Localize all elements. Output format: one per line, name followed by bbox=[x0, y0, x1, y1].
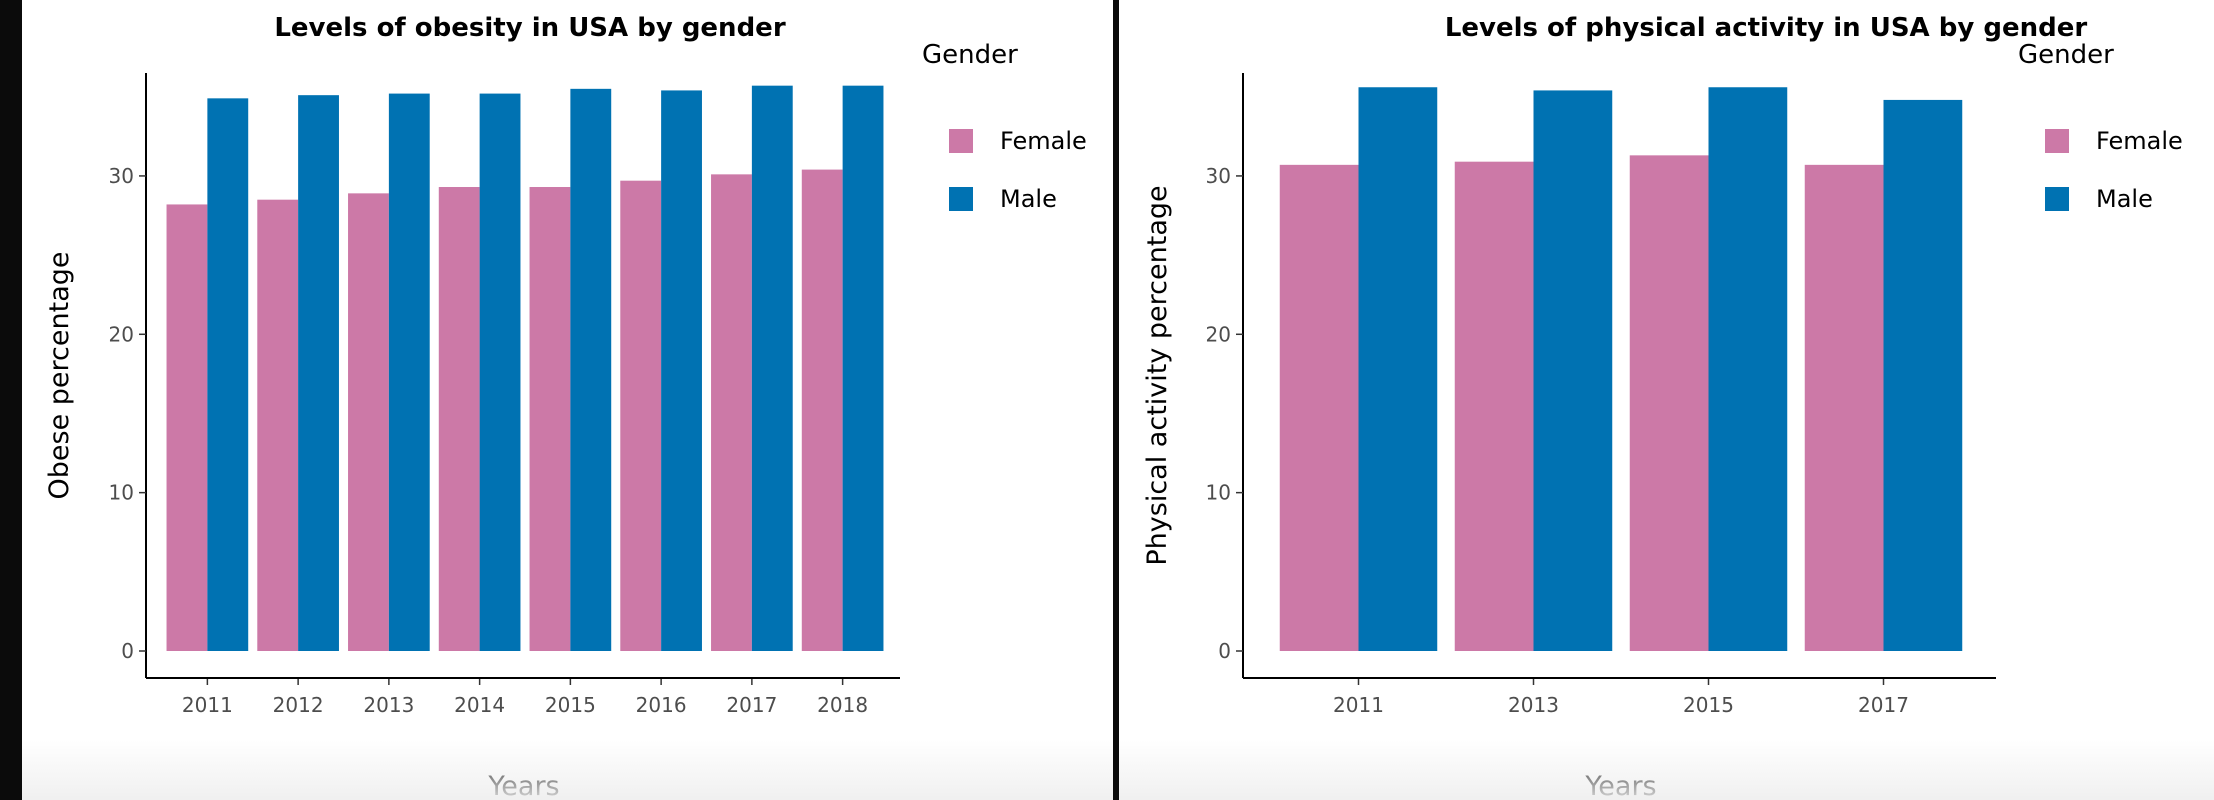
y-tick-label-20: 20 bbox=[1206, 322, 1231, 346]
y-tick-label-0: 0 bbox=[1218, 639, 1231, 663]
bar-male-2016 bbox=[661, 90, 702, 651]
y-tick-label-30: 30 bbox=[109, 164, 134, 188]
x-tick-label-2018: 2018 bbox=[817, 693, 868, 717]
chart-title: Levels of physical activity in USA by ge… bbox=[1445, 13, 2088, 43]
x-tick-label-2013: 2013 bbox=[1508, 693, 1559, 717]
legend-swatch-female bbox=[2045, 129, 2069, 153]
bar-female-2018 bbox=[801, 169, 843, 651]
obesity-chart-panel: Levels of obesity in USA by gender Obese … bbox=[22, 0, 1113, 800]
bar-female-2014 bbox=[438, 187, 480, 652]
activity-chart-panel: Levels of physical activity in USA by ge… bbox=[1119, 0, 2214, 800]
bar-male-2017 bbox=[751, 85, 793, 651]
bar-female-2017 bbox=[1804, 164, 1884, 652]
legend-swatch-male bbox=[949, 187, 973, 211]
bar-male-2012 bbox=[298, 95, 339, 651]
x-axis-label: Years bbox=[487, 771, 559, 800]
x-tick-label-2012: 2012 bbox=[273, 693, 324, 717]
window-left-edge bbox=[0, 0, 22, 800]
x-tick-label-2017: 2017 bbox=[1858, 693, 1909, 717]
y-tick-label-0: 0 bbox=[121, 639, 134, 663]
x-tick-label-2017: 2017 bbox=[726, 693, 777, 717]
bar-male-2014 bbox=[479, 93, 521, 651]
bar-female-2013 bbox=[1454, 161, 1534, 652]
bar-female-2012 bbox=[257, 199, 299, 651]
legend-swatch-female bbox=[949, 129, 973, 153]
bar-male-2017 bbox=[1883, 99, 1963, 652]
bar-male-2011 bbox=[1358, 87, 1438, 651]
x-axis-label: Years bbox=[1584, 771, 1656, 800]
y-tick-label-10: 10 bbox=[109, 481, 134, 505]
bar-male-2013 bbox=[388, 93, 430, 651]
panel-divider bbox=[1113, 0, 1119, 800]
bar-female-2016 bbox=[620, 180, 662, 651]
y-axis-label: Obese percentage bbox=[44, 252, 75, 500]
x-tick-label-2014: 2014 bbox=[454, 693, 505, 717]
bar-female-2017 bbox=[711, 174, 752, 651]
legend-label-female: Female bbox=[2096, 127, 2183, 155]
y-tick-label-10: 10 bbox=[1206, 481, 1231, 505]
bar-female-2013 bbox=[348, 193, 389, 651]
bar-female-2015 bbox=[529, 187, 571, 652]
y-axis-label: Physical activity percentage bbox=[1142, 185, 1173, 565]
legend-label-female: Female bbox=[1000, 127, 1087, 155]
chart-title: Levels of obesity in USA by gender bbox=[274, 13, 785, 43]
bar-male-2011 bbox=[207, 98, 249, 652]
x-tick-label-2011: 2011 bbox=[1333, 693, 1384, 717]
bar-male-2018 bbox=[842, 85, 884, 651]
y-tick-label-20: 20 bbox=[109, 322, 134, 346]
bar-female-2011 bbox=[1279, 164, 1359, 652]
bar-female-2015 bbox=[1629, 155, 1709, 651]
x-tick-label-2016: 2016 bbox=[636, 693, 687, 717]
legend-swatch-male bbox=[2045, 187, 2069, 211]
x-tick-label-2015: 2015 bbox=[545, 693, 596, 717]
obesity-chart: Levels of obesity in USA by gender Obese … bbox=[44, 13, 1087, 800]
bar-male-2015 bbox=[570, 88, 612, 651]
bar-male-2013 bbox=[1533, 90, 1613, 651]
x-tick-label-2015: 2015 bbox=[1683, 693, 1734, 717]
x-tick-label-2013: 2013 bbox=[363, 693, 414, 717]
legend-title: Gender bbox=[922, 40, 1018, 70]
legend-label-male: Male bbox=[2096, 185, 2153, 213]
x-tick-label-2011: 2011 bbox=[182, 693, 233, 717]
legend-title: Gender bbox=[2018, 40, 2114, 70]
legend-label-male: Male bbox=[1000, 185, 1057, 213]
bar-female-2011 bbox=[166, 204, 208, 652]
y-tick-label-30: 30 bbox=[1206, 164, 1231, 188]
physical-activity-chart: Levels of physical activity in USA by ge… bbox=[1142, 13, 2183, 800]
bar-male-2015 bbox=[1708, 87, 1788, 651]
